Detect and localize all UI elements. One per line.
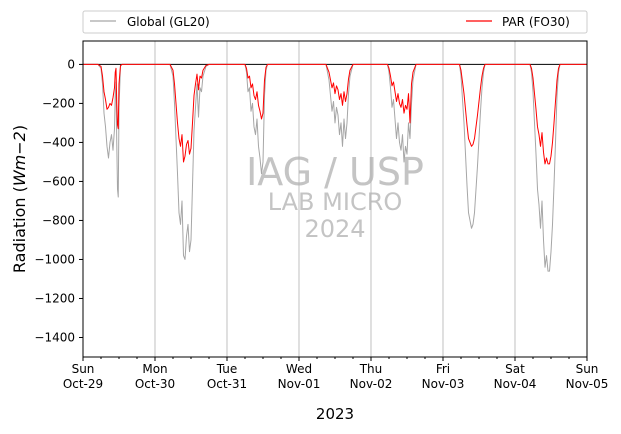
watermark-line-1: IAG / USP (246, 150, 424, 194)
y-axis-label-prefix: Radiation ( (10, 186, 29, 273)
x-tick-label-day: Tue (216, 362, 238, 376)
x-tick-label-day: Sun (576, 362, 599, 376)
x-axis: SunOct-29MonOct-30TueOct-31WedNov-01ThuN… (63, 357, 609, 391)
y-axis: 0 −200 −400 −600 −800 −1000 −1200 −1400 (34, 57, 83, 344)
x-tick-label-day: Thu (359, 362, 383, 376)
legend-frame (82, 10, 588, 34)
y-tick-label: −200 (42, 96, 75, 110)
x-tick-label-date: Oct-29 (63, 377, 103, 391)
x-tick-label-date: Nov-03 (422, 377, 465, 391)
x-tick-label-day: Mon (142, 362, 167, 376)
y-axis-label: Radiation (Wm−2) (10, 125, 29, 273)
x-tick-label-day: Wed (286, 362, 312, 376)
y-tick-label: 0 (67, 57, 75, 71)
y-tick-label: −1200 (34, 291, 75, 305)
x-tick-label-date: Nov-01 (278, 377, 321, 391)
y-tick-label: −1000 (34, 252, 75, 266)
y-tick-label: −1400 (34, 330, 75, 344)
plot-frame (82, 40, 588, 358)
watermark-line-3: 2024 (304, 215, 365, 243)
y-tick-label: −800 (42, 213, 75, 227)
y-tick-label: −600 (42, 174, 75, 188)
series-line-par (83, 63, 587, 165)
x-tick-label-date: Oct-30 (135, 377, 175, 391)
y-axis-label-suffix: ) (10, 125, 29, 131)
x-tick-label-date: Nov-02 (350, 377, 393, 391)
watermark: IAG / USP LAB MICRO 2024 (246, 150, 424, 243)
x-tick-label-date: Nov-04 (494, 377, 537, 391)
y-axis-label-exponent: −2 (10, 131, 29, 155)
legend: Global (GL20) PAR (FO30) (82, 10, 588, 34)
x-tick-label-day: Sat (505, 362, 525, 376)
x-axis-label: 2023 (316, 405, 354, 423)
x-tick-label-date: Oct-31 (207, 377, 247, 391)
watermark-line-2: LAB MICRO (268, 188, 403, 216)
x-tick-label-day: Fri (436, 362, 450, 376)
series-line-global (83, 63, 587, 272)
legend-label-par: PAR (FO30) (502, 15, 570, 29)
x-tick-label-date: Nov-05 (566, 377, 609, 391)
y-axis-label-unit: Wm (10, 155, 29, 186)
legend-label-global: Global (GL20) (127, 15, 210, 29)
x-tick-label-day: Sun (72, 362, 95, 376)
series-lines (83, 63, 587, 272)
y-tick-label: −400 (42, 135, 75, 149)
